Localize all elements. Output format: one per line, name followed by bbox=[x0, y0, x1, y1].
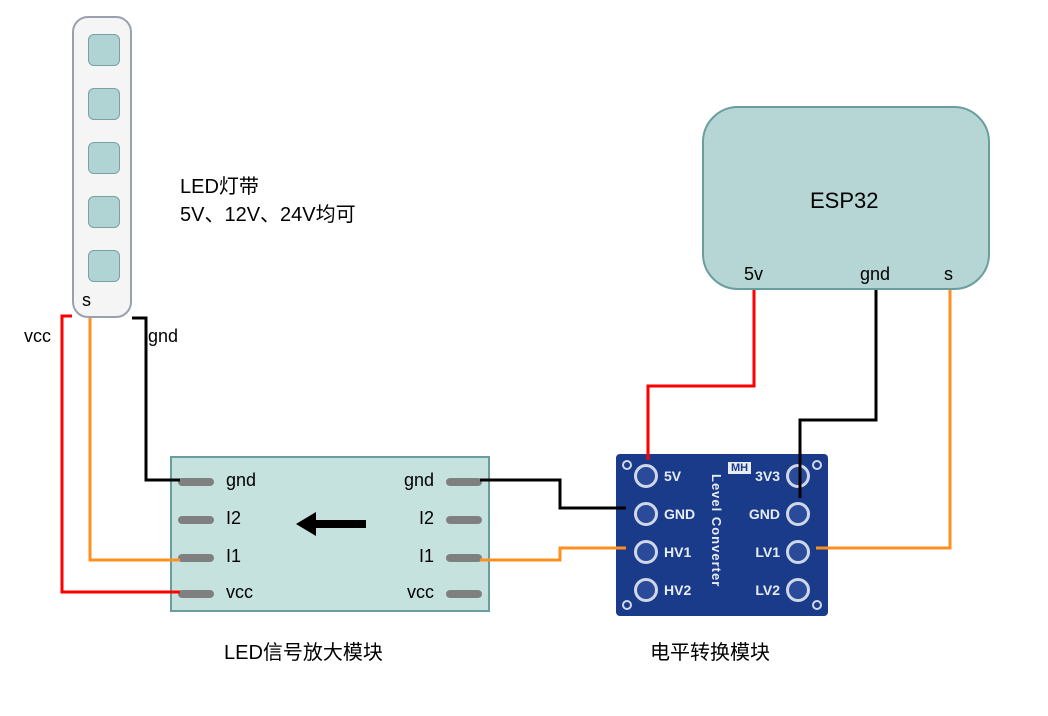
mount-hole bbox=[812, 600, 822, 610]
direction-arrow-icon bbox=[296, 512, 316, 536]
esp32-pin-5v: 5v bbox=[744, 264, 763, 285]
led-strip: s bbox=[72, 16, 132, 318]
esp-s-to-conv-lv1 bbox=[816, 290, 950, 548]
esp32-board: ESP32 5v gnd s bbox=[702, 106, 990, 290]
amp-pad bbox=[178, 554, 214, 562]
mount-hole bbox=[622, 600, 632, 610]
led-s-label: s bbox=[82, 290, 91, 311]
led-vcc-label: vcc bbox=[24, 326, 51, 347]
conv-right-lv1: LV1 bbox=[755, 544, 780, 560]
amp-right-vcc: vcc bbox=[407, 582, 434, 603]
amp-pad bbox=[446, 554, 482, 562]
conv-center-text: Level Converter bbox=[709, 474, 724, 587]
amp-pad bbox=[446, 590, 482, 598]
direction-arrow-icon bbox=[316, 520, 366, 528]
amp-i1-to-conv-hv1 bbox=[480, 548, 626, 560]
conv-left-5v: 5V bbox=[664, 468, 681, 484]
led-vcc-to-amp-vcc bbox=[62, 316, 180, 592]
amp-pad bbox=[178, 478, 214, 486]
amp-right-i2: I2 bbox=[419, 508, 434, 529]
led-gnd-label: gnd bbox=[148, 326, 178, 347]
led-s-to-amp-i1 bbox=[90, 318, 180, 560]
amp-pad bbox=[446, 516, 482, 524]
conv-right-3v3: 3V3 bbox=[755, 468, 780, 484]
mount-hole bbox=[622, 460, 632, 470]
conv-left-hv1: HV1 bbox=[664, 544, 691, 560]
led-chip bbox=[88, 88, 120, 120]
wiring-diagram: s vcc gnd LED灯带 5V、12V、24V均可 ESP32 5v gn… bbox=[0, 0, 1048, 716]
conv-right-lv2: LV2 bbox=[755, 582, 780, 598]
led-chip bbox=[88, 34, 120, 66]
level-converter: 5V GND HV1 HV2 3V3 GND LV1 LV2 Level Con… bbox=[616, 454, 828, 616]
amp-right-i1: I1 bbox=[419, 546, 434, 567]
conv-pin-lv1 bbox=[786, 540, 810, 564]
led-amp-module: gnd I2 I1 vcc gnd I2 I1 vcc bbox=[170, 456, 490, 612]
led-strip-sub: 5V、12V、24V均可 bbox=[180, 198, 356, 227]
esp32-title: ESP32 bbox=[810, 188, 879, 214]
amp-title: LED信号放大模块 bbox=[224, 636, 383, 665]
amp-pad bbox=[178, 516, 214, 524]
amp-right-gnd: gnd bbox=[404, 470, 434, 491]
conv-brand: MH bbox=[728, 462, 751, 474]
conv-pin-gnd bbox=[634, 502, 658, 526]
conv-pin-lv2 bbox=[786, 578, 810, 602]
conv-pin-5v bbox=[634, 464, 658, 488]
conv-pin-gnd-r bbox=[786, 502, 810, 526]
amp-gnd-to-conv-gnd bbox=[480, 480, 626, 508]
amp-pad bbox=[178, 590, 214, 598]
amp-left-vcc: vcc bbox=[226, 582, 253, 603]
conv-left-gnd: GND bbox=[664, 506, 695, 522]
converter-title: 电平转换模块 bbox=[650, 636, 770, 665]
amp-left-gnd: gnd bbox=[226, 470, 256, 491]
led-strip-title: LED灯带 bbox=[180, 170, 259, 199]
led-chip bbox=[88, 196, 120, 228]
led-chip bbox=[88, 142, 120, 174]
amp-left-i2: I2 bbox=[226, 508, 241, 529]
led-chip bbox=[88, 250, 120, 282]
esp32-pin-s: s bbox=[944, 264, 953, 285]
esp-5v-to-conv-5v bbox=[648, 290, 754, 460]
mount-hole bbox=[812, 460, 822, 470]
esp32-pin-gnd: gnd bbox=[860, 264, 890, 285]
conv-left-hv2: HV2 bbox=[664, 582, 691, 598]
conv-pin-3v3 bbox=[786, 464, 810, 488]
conv-right-gnd: GND bbox=[749, 506, 780, 522]
amp-left-i1: I1 bbox=[226, 546, 241, 567]
conv-pin-hv1 bbox=[634, 540, 658, 564]
amp-pad bbox=[446, 478, 482, 486]
conv-pin-hv2 bbox=[634, 578, 658, 602]
